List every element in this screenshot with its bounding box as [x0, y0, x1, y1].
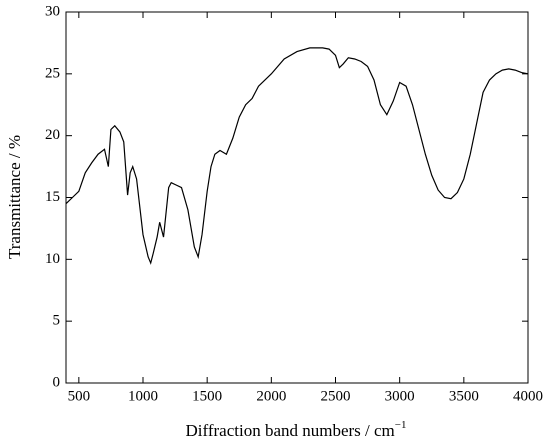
y-tick-label: 10 — [45, 251, 60, 267]
x-tick-label: 1000 — [128, 388, 158, 404]
y-tick-label: 0 — [53, 374, 61, 390]
y-tick-label: 20 — [45, 127, 60, 143]
y-tick-label: 15 — [45, 189, 60, 205]
x-tick-label: 4000 — [513, 388, 543, 404]
x-tick-label: 3500 — [449, 388, 479, 404]
x-tick-label: 3000 — [385, 388, 415, 404]
y-tick-label: 5 — [53, 313, 61, 329]
y-tick-label: 25 — [45, 65, 60, 81]
x-axis-label: Diffraction band numbers / cm−1 — [185, 419, 406, 440]
x-tick-label: 500 — [68, 388, 91, 404]
y-axis-label: Transmittance / % — [5, 135, 24, 259]
y-tick-label: 30 — [45, 3, 60, 19]
x-tick-label: 2500 — [321, 388, 351, 404]
spectrum-line — [65, 47, 529, 265]
x-tick-label: 2000 — [256, 388, 286, 404]
x-label-superscript: −1 — [395, 419, 407, 431]
x-tick-label: 1500 — [192, 388, 222, 404]
x-label-text: Diffraction band numbers / cm — [185, 421, 394, 440]
plot-frame — [65, 11, 529, 384]
